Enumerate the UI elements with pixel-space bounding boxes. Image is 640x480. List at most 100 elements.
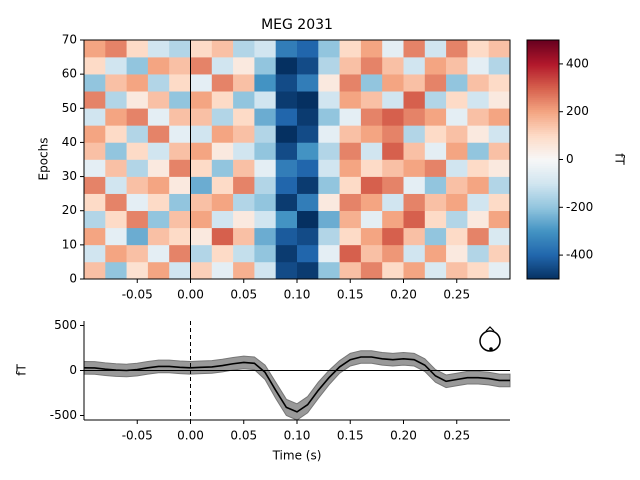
heatmap-cell: [424, 244, 447, 263]
heatmap-cell: [403, 142, 426, 160]
colorbar-step: [527, 271, 559, 274]
heatmap-cell: [403, 261, 426, 280]
heatmap-cell: [169, 210, 191, 229]
heatmap-cell: [382, 244, 404, 263]
colorbar-step: [527, 125, 559, 129]
heatmap-cell: [467, 227, 489, 246]
heatmap-cell: [339, 244, 362, 263]
heatmap-cell: [488, 91, 511, 109]
heatmap-cell: [446, 261, 468, 280]
heatmap-cell: [403, 159, 426, 177]
colorbar-step: [527, 135, 559, 138]
colorbar-step: [527, 77, 559, 81]
heatmap-cell: [318, 57, 340, 75]
colorbar-step: [527, 185, 559, 188]
colorbar-step: [527, 87, 559, 91]
heatmap-cell: [488, 210, 511, 229]
colorbar-step: [527, 207, 559, 210]
colorbar-step: [527, 189, 559, 192]
colorbar-step: [527, 217, 559, 220]
heatmap-cell: [488, 142, 511, 160]
heatmap-cell: [84, 159, 106, 177]
heatmap-cell: [318, 142, 340, 160]
colorbar-step: [527, 261, 559, 264]
x-tick-label: 0.00: [177, 288, 204, 302]
heatmap-cell: [84, 210, 106, 229]
mean-line: [83, 356, 510, 413]
colorbar-tick-label: 400: [566, 56, 589, 70]
colorbar-step: [527, 247, 559, 250]
colorbar-step: [527, 193, 559, 196]
heatmap-cell: [190, 210, 213, 229]
colorbar-step: [527, 117, 559, 121]
heatmap-cell: [467, 261, 489, 280]
colorbar-tick-label: 200: [566, 104, 589, 118]
heatmap-cell: [190, 40, 213, 58]
heatmap-cell: [339, 176, 362, 194]
colorbar-step: [527, 269, 559, 272]
colorbar-label: fT: [613, 153, 627, 165]
heatmap-cell: [488, 125, 511, 143]
heatmap-cell: [339, 193, 362, 212]
heatmap-cell: [190, 159, 213, 177]
y-tick-label: 40: [62, 135, 77, 149]
heatmap-cell: [382, 40, 404, 58]
heatmap-cell: [190, 244, 213, 263]
colorbar-step: [527, 81, 559, 85]
heatmap-cell: [318, 159, 340, 177]
heatmap-cell: [360, 227, 383, 246]
heatmap-cell: [403, 193, 426, 212]
heatmap-cell: [360, 193, 383, 212]
heatmap-cell: [488, 244, 511, 263]
colorbar-step: [527, 147, 559, 150]
heatmap-cell: [446, 176, 468, 194]
heatmap-cell: [297, 142, 319, 160]
heatmap-cell: [297, 40, 319, 58]
colorbar-step: [527, 73, 559, 77]
heatmap-cell: [467, 125, 489, 143]
heatmap-cell: [403, 210, 426, 229]
heatmap-cell: [84, 125, 106, 143]
colorbar-step: [527, 93, 559, 97]
colorbar-step: [527, 171, 559, 174]
colorbar-step: [527, 167, 559, 170]
colorbar-step: [527, 245, 559, 248]
colorbar-step: [527, 169, 559, 172]
heatmap-cell: [360, 142, 383, 160]
colorbar-step: [527, 121, 559, 125]
heatmap-cell: [84, 227, 106, 246]
heatmap-cell: [211, 142, 234, 160]
heatmap-cell: [84, 261, 106, 280]
colorbar-step: [527, 61, 559, 65]
heatmap-cell: [403, 91, 426, 109]
heatmap-cell: [467, 108, 489, 126]
heatmap-cell: [169, 40, 191, 58]
heatmap-cell: [105, 57, 127, 75]
heatmap-cell: [446, 159, 468, 177]
y-tick-label: 60: [62, 67, 77, 81]
heatmap-cell: [169, 125, 191, 143]
heatmap-cell: [339, 57, 362, 75]
heatmap-cell: [84, 57, 106, 75]
colorbar-step: [527, 123, 559, 127]
heatmap-cell: [467, 176, 489, 194]
heatmap-cell: [105, 244, 127, 263]
heatmap-cell: [488, 57, 511, 75]
heatmap-cell: [382, 210, 404, 229]
heatmap-cell: [424, 261, 447, 280]
heatmap-cell: [318, 40, 340, 58]
heatmap-cell: [403, 244, 426, 263]
heatmap-cell: [147, 193, 170, 212]
heatmap-cell: [339, 108, 362, 126]
heatmap-cell: [318, 91, 340, 109]
y-tick-label: 50: [62, 101, 77, 115]
heatmap-cell: [297, 210, 319, 229]
colorbar-step: [527, 45, 559, 49]
heatmap-cell: [105, 142, 127, 160]
heatmap-cell: [147, 142, 170, 160]
heatmap-cell: [169, 244, 191, 263]
colorbar-step: [527, 41, 559, 45]
heatmap-cell: [382, 159, 404, 177]
colorbar-step: [527, 243, 559, 246]
